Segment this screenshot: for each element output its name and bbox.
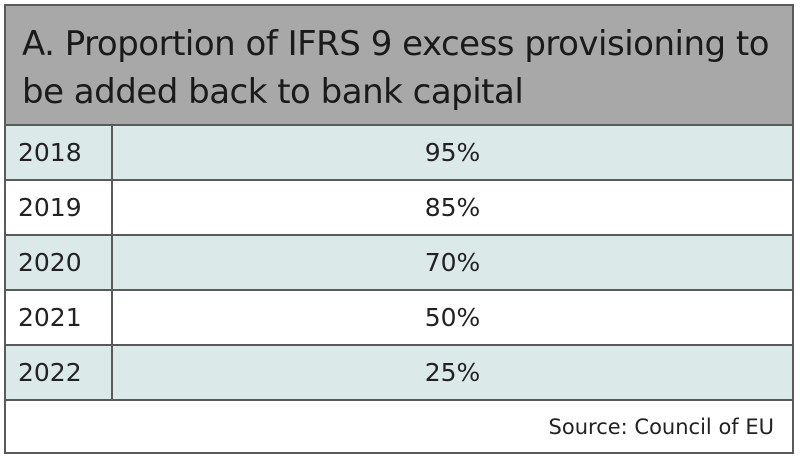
source: Source: Council of EU xyxy=(548,415,774,439)
table-row: 2022 25% xyxy=(6,346,792,401)
table-frame: A. Proportion of IFRS 9 excess provision… xyxy=(4,4,794,454)
percent-cell: 95% xyxy=(424,138,481,167)
table-row: 2020 70% xyxy=(6,236,792,291)
percent-cell: 70% xyxy=(424,248,481,277)
year-cell: 2019 xyxy=(6,181,113,234)
year-cell: 2022 xyxy=(6,346,113,399)
year-cell: 2018 xyxy=(6,126,113,179)
percent-cell: 25% xyxy=(424,358,481,387)
percent-cell: 50% xyxy=(424,303,481,332)
table-row: 2019 85% xyxy=(6,181,792,236)
title: A. Proportion of IFRS 9 excess provision… xyxy=(6,6,792,126)
percent-cell: 85% xyxy=(424,193,481,222)
table-row: 2018 95% xyxy=(6,126,792,181)
table-body: 2018 95% 2019 85% 2020 70% 2021 50% 2022 25% xyxy=(6,126,792,401)
year-cell: 2020 xyxy=(6,236,113,289)
table-row: 2021 50% xyxy=(6,291,792,346)
year-cell: 2021 xyxy=(6,291,113,344)
